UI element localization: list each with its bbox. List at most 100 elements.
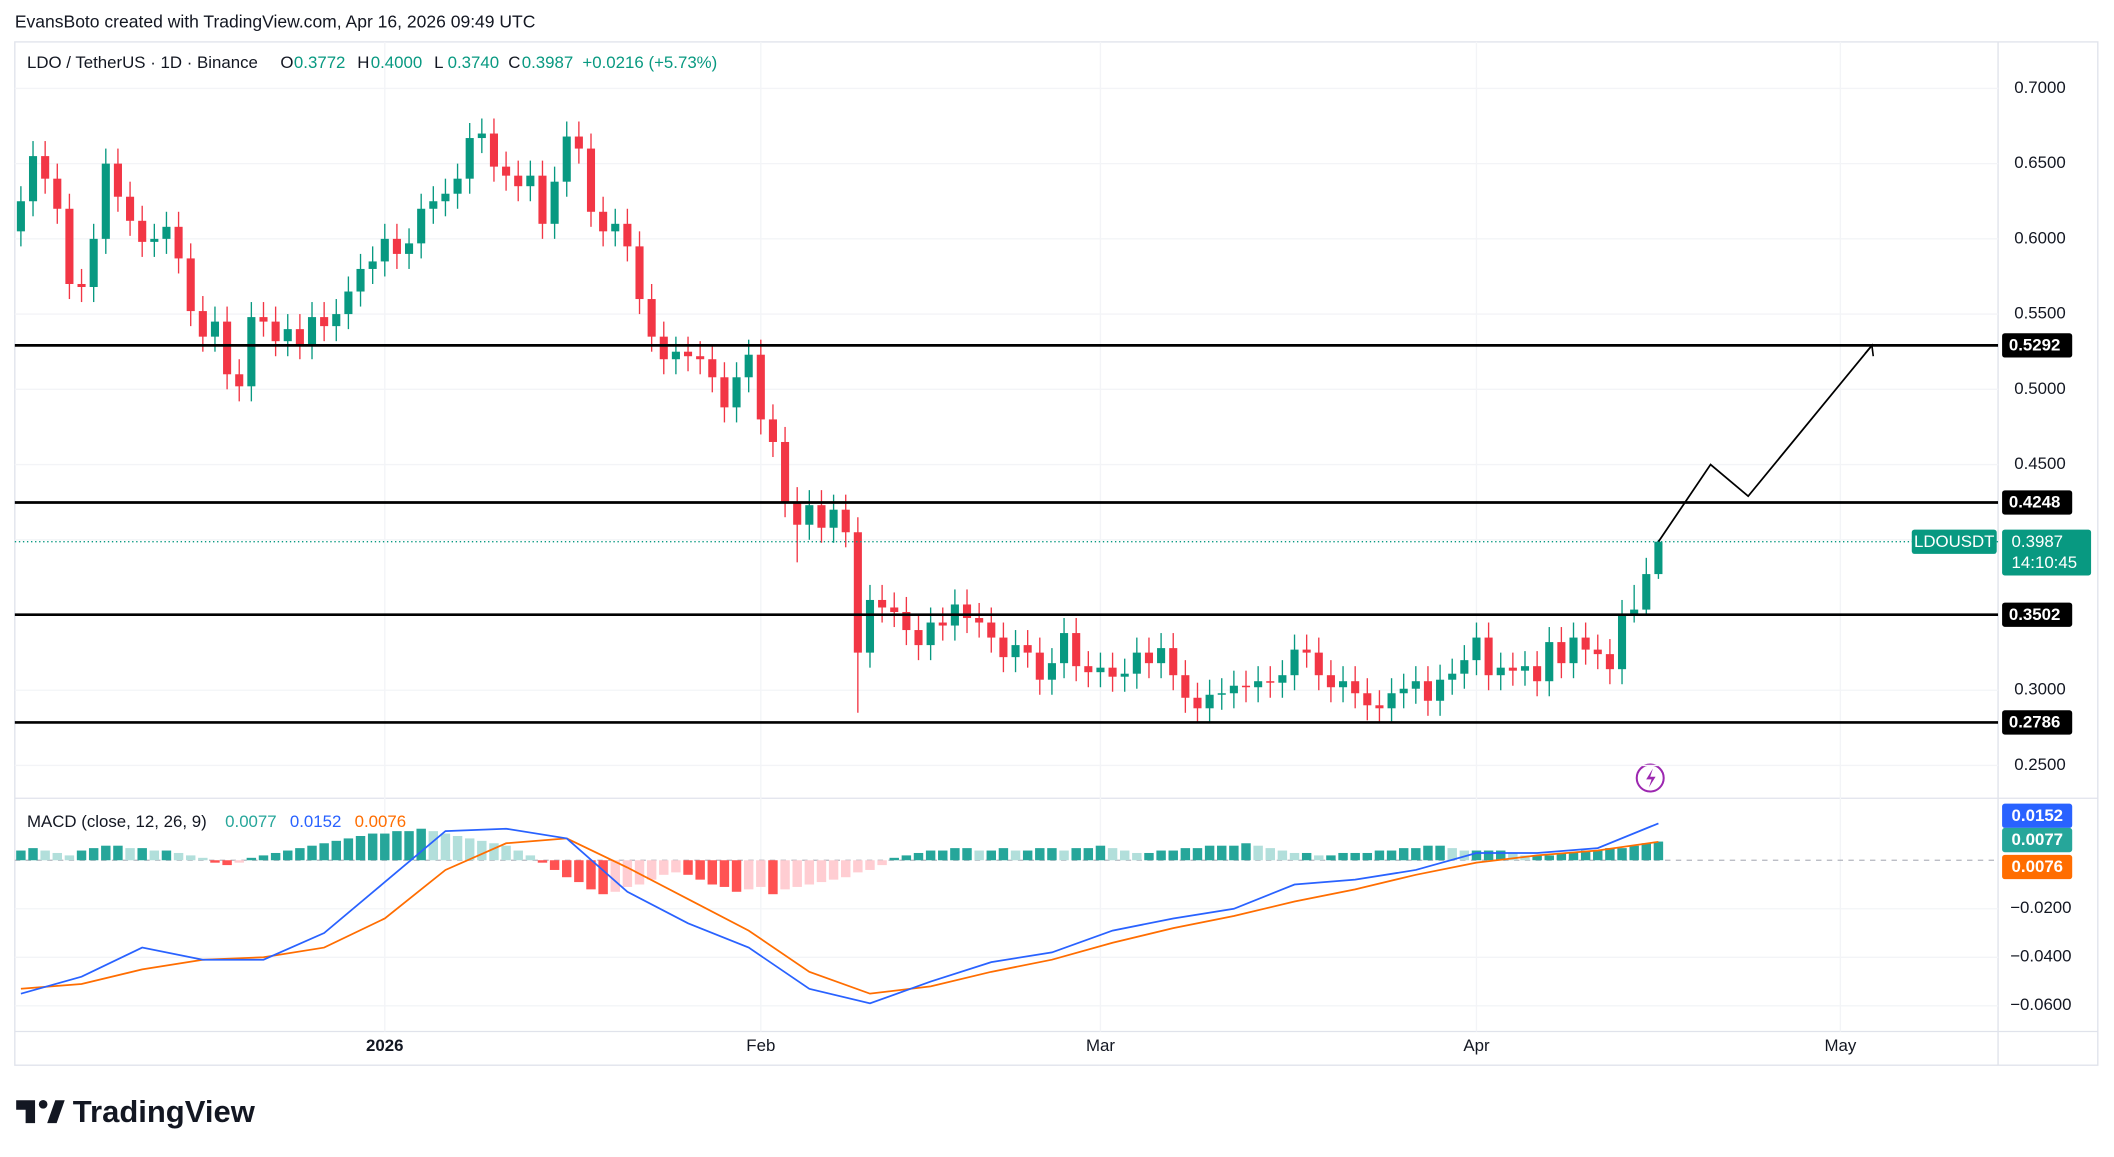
candle-body: [1436, 679, 1445, 701]
histogram-bar: [1035, 848, 1045, 861]
histogram-bar: [1277, 850, 1288, 861]
candle-body: [1448, 673, 1457, 680]
candle-body: [1545, 642, 1554, 682]
histogram-bar: [1180, 848, 1191, 861]
candle-body: [768, 419, 777, 442]
projection-arrowhead: [1864, 343, 1875, 357]
histogram-bar: [1580, 850, 1591, 861]
histogram-bar: [1156, 850, 1166, 861]
histogram-bar: [198, 857, 208, 861]
histogram-bar: [950, 848, 960, 861]
histogram-bar: [283, 850, 293, 861]
histogram-bar: [477, 840, 487, 861]
candle-body: [514, 175, 523, 187]
histogram-bar: [574, 860, 584, 883]
value-tag-label: 0.0076: [2012, 857, 2064, 876]
histogram-bar: [64, 855, 75, 861]
candle-body: [429, 201, 438, 209]
histogram-bar: [149, 850, 160, 861]
candle-body: [392, 238, 401, 254]
candle-body: [1508, 667, 1517, 671]
candle-body: [975, 618, 984, 623]
candle-body: [295, 329, 304, 345]
candle-body: [1096, 667, 1105, 673]
histogram-bar: [901, 855, 912, 861]
candle-body: [1375, 705, 1384, 709]
histogram-bar: [258, 855, 269, 861]
histogram-bar: [1010, 850, 1021, 861]
candle-body: [1363, 693, 1372, 706]
histogram-bar: [40, 850, 50, 861]
histogram-bar: [452, 835, 463, 861]
chart-frame: [14, 41, 2099, 1066]
candle-body: [938, 622, 947, 626]
histogram-bar: [1107, 848, 1118, 861]
candle-body: [247, 317, 256, 387]
histogram-bar: [743, 860, 754, 890]
histogram-bar: [1289, 852, 1300, 861]
candle-body: [1217, 693, 1226, 695]
candle-body: [1484, 637, 1493, 676]
x-tick-label: Feb: [746, 1036, 775, 1055]
histogram-bar: [222, 860, 232, 866]
candle-body: [890, 607, 899, 613]
histogram-bar: [1132, 852, 1142, 861]
histogram-bar: [804, 860, 815, 885]
candle-body: [150, 238, 159, 242]
histogram-bar: [1168, 850, 1178, 861]
histogram-bar: [925, 850, 936, 861]
value-tag: [2002, 827, 2073, 853]
candle-body: [1241, 685, 1251, 688]
indicator-value: 0.0152: [290, 812, 342, 831]
histogram-bar: [113, 845, 123, 861]
histogram-bar: [319, 843, 329, 861]
y-tick-label: 0.5000: [2014, 379, 2066, 398]
candle-body: [1399, 688, 1408, 694]
candle-body: [1605, 654, 1614, 670]
histogram-bar: [1471, 850, 1482, 861]
histogram-bar: [695, 860, 705, 880]
candle-body: [526, 175, 535, 187]
histogram-bar: [537, 860, 548, 863]
candle-body: [720, 377, 729, 408]
histogram-bar: [719, 860, 730, 887]
histogram-bar: [1398, 848, 1409, 861]
candle-body: [1072, 633, 1081, 667]
histogram-bar: [307, 845, 317, 861]
histogram-bar: [1204, 845, 1215, 861]
candle-body: [16, 201, 25, 232]
histogram-bar: [1326, 855, 1336, 861]
projection-line: [1657, 344, 1873, 543]
candle-body: [356, 268, 365, 292]
ohlc-key: H: [357, 53, 369, 72]
indicator-value: 0.0076: [355, 812, 407, 831]
histogram-bar: [404, 831, 414, 861]
histogram-bar: [367, 833, 378, 861]
candle-body: [1060, 633, 1069, 664]
histogram-bar: [877, 860, 887, 866]
histogram-bar: [295, 848, 305, 861]
candle-body: [756, 354, 765, 420]
candle-body: [647, 299, 656, 337]
candle-body: [138, 220, 147, 242]
candle-body: [987, 622, 996, 638]
candle-body: [1423, 681, 1432, 701]
candle-body: [962, 604, 972, 619]
candle-body: [380, 238, 389, 262]
candle-body: [113, 163, 122, 197]
histogram-bar: [1253, 845, 1263, 861]
candle-body: [1023, 645, 1032, 653]
chart-title: LDO / TetherUS · 1D · Binance: [27, 53, 258, 72]
ohlc-value: 0.3987: [522, 53, 574, 72]
indicator-value: 0.0077: [225, 812, 277, 831]
candle-body: [1132, 652, 1141, 674]
change-label: +0.0216 (+5.73%): [582, 53, 717, 72]
candle-body: [1533, 666, 1542, 682]
histogram-bar: [683, 860, 693, 875]
candle-body: [635, 246, 644, 300]
candle-body: [405, 243, 414, 254]
value-tag-label: 0.0152: [2012, 806, 2064, 825]
candle-body: [829, 509, 838, 528]
histogram-bar: [343, 838, 354, 861]
candle-body: [1593, 649, 1602, 655]
